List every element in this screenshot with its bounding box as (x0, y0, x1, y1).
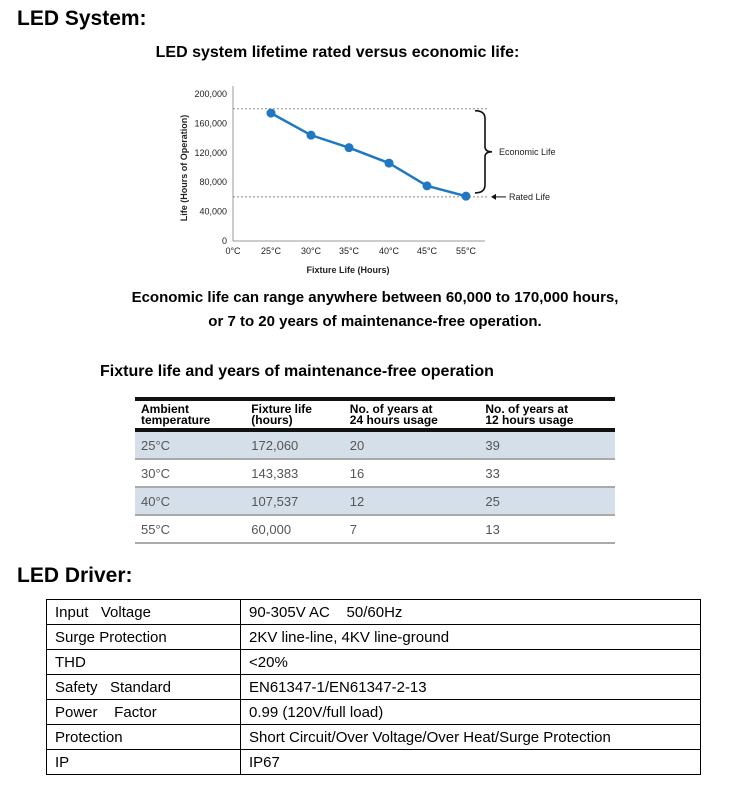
spec-row: Surge Protection 2KV line-line, 4KV line-… (46, 624, 701, 650)
caption-line-1: Economic life can range anywhere between… (131, 289, 619, 306)
table-cell: 16 (343, 459, 480, 488)
spec-row: Safety Standard EN61347-1/EN61347-2-13 (46, 674, 701, 700)
data-point (384, 158, 394, 168)
table-cell: 55°C (135, 515, 246, 544)
table-cell: 7 (343, 515, 480, 544)
table-row: 55°C 60,000 7 13 (135, 515, 615, 544)
table-row: 25°C 172,060 20 39 (135, 430, 615, 460)
table-cell: 40°C (135, 487, 246, 516)
spec-label: Safety Standard (46, 674, 241, 700)
y-tick-label: 80,000 (199, 177, 227, 187)
series-line (270, 112, 467, 198)
table-cell: 172,060 (245, 430, 344, 460)
x-tick-label: 40°C (379, 246, 400, 256)
driver-spec-table: Input Voltage 90-305V AC 50/60Hz Surge Pro… (46, 599, 701, 775)
col-header: Fixture life (hours) (245, 397, 344, 432)
chart-title: LED system lifetime rated versus economi… (155, 44, 520, 61)
table-cell: 25°C (135, 430, 246, 460)
spec-row: Protection Short Circuit/Over Voltage/Ove… (46, 724, 701, 750)
spec-value: IP67 (240, 749, 701, 775)
spec-label: IP (46, 749, 241, 775)
spec-label: Surge Protection (46, 624, 241, 650)
arrow-head-icon (491, 193, 496, 200)
led-system-heading: LED System: (17, 7, 147, 30)
spec-value: 90-305V AC 50/60Hz (240, 599, 701, 625)
table-cell: 13 (479, 515, 615, 544)
spec-value: Short Circuit/Over Voltage/Over Heat/Sur… (240, 724, 701, 750)
y-tick-label: 200,000 (194, 89, 227, 99)
spec-row: IP IP67 (46, 749, 701, 775)
economic-life-label: Economic Life (499, 147, 556, 157)
spec-row: Power Factor 0.99 (120V/full load) (46, 699, 701, 725)
brace-icon (474, 109, 493, 194)
fixture-table-title: Fixture life and years of maintenance-fr… (100, 363, 494, 380)
spec-value: <20% (240, 649, 701, 675)
data-point (461, 191, 471, 201)
spec-value: 2KV line-line, 4KV line-ground (240, 624, 701, 650)
y-tick-label: 160,000 (194, 118, 227, 128)
table-cell: 107,537 (245, 487, 344, 516)
table-cell: 39 (479, 430, 615, 460)
spec-row: THD <20% (46, 649, 701, 675)
y-tick-label: 120,000 (194, 148, 227, 158)
table-cell: 12 (343, 487, 480, 516)
table-cell: 30°C (135, 459, 246, 488)
col-header: No. of years at 12 hours usage (479, 397, 615, 432)
y-tick-label: 0 (222, 236, 227, 246)
fixture-life-table: Ambient temperature Fixture life (hours) N… (135, 397, 615, 544)
spec-value: 0.99 (120V/full load) (240, 699, 701, 725)
data-point (422, 181, 432, 191)
col-header: Ambient temperature (135, 397, 246, 432)
table-row: 30°C 143,383 16 33 (135, 459, 615, 488)
table-cell: 20 (343, 430, 480, 460)
led-driver-heading: LED Driver: (17, 564, 133, 587)
x-tick-label: 35°C (339, 246, 360, 256)
y-axis-label: Life (Hours of Operation) (179, 115, 189, 222)
lifetime-chart: 0 40,000 80,000 120,000 160,000 200,000 0°C 25°… (179, 86, 556, 275)
x-tick-label: 55°C (456, 246, 477, 256)
data-point (344, 143, 354, 153)
spec-row: Input Voltage 90-305V AC 50/60Hz (46, 599, 701, 625)
data-point (306, 130, 316, 140)
x-axis-label: Fixture Life (Hours) (306, 265, 389, 275)
x-tick-label: 25°C (261, 246, 282, 256)
rated-life-label: Rated Life (509, 192, 550, 202)
col-header: No. of years at 24 hours usage (343, 397, 480, 432)
spec-label: Protection (46, 724, 241, 750)
table-cell: 60,000 (245, 515, 344, 544)
x-tick-label: 0°C (225, 246, 241, 256)
table-row: 40°C 107,537 12 25 (135, 487, 615, 516)
spec-value: EN61347-1/EN61347-2-13 (240, 674, 701, 700)
data-point (266, 108, 276, 118)
caption-line-2: or 7 to 20 years of maintenance-free ope… (208, 313, 542, 330)
spec-label: Input Voltage (46, 599, 241, 625)
y-tick-label: 40,000 (199, 207, 227, 217)
spec-label: THD (46, 649, 241, 675)
table-cell: 143,383 (245, 459, 344, 488)
x-tick-label: 45°C (417, 246, 438, 256)
table-cell: 33 (479, 459, 615, 488)
x-tick-label: 30°C (301, 246, 322, 256)
spec-label: Power Factor (46, 699, 241, 725)
table-cell: 25 (479, 487, 615, 516)
